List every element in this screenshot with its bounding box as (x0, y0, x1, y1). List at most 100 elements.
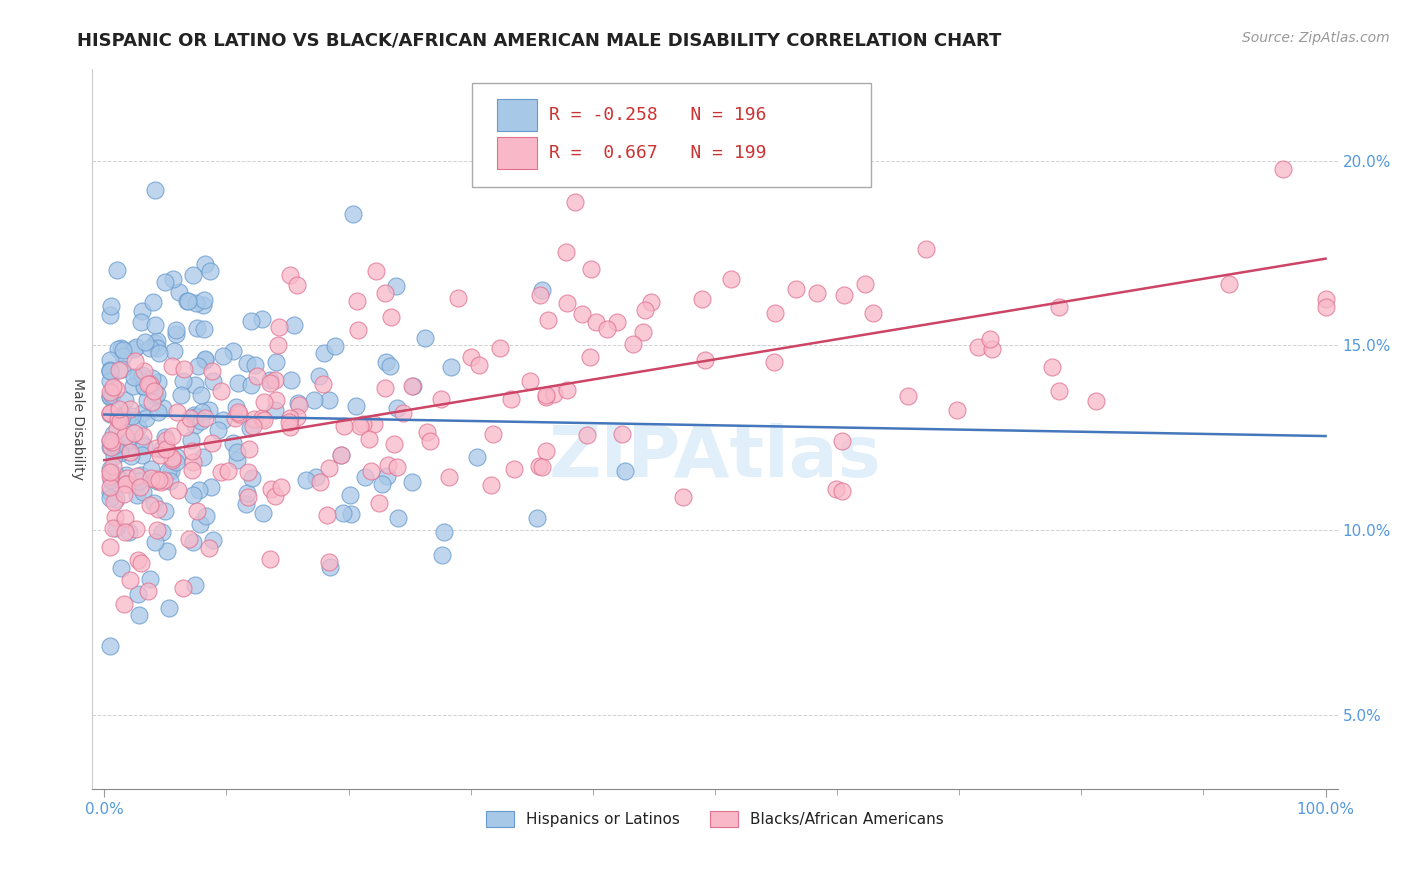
Point (250, 312, 273, 326)
Point (122, 370, 145, 384)
Point (141, 395, 163, 409)
Point (831, 484, 853, 499)
Point (596, 322, 619, 336)
Point (111, 410, 134, 425)
Point (125, 488, 148, 502)
Point (242, 411, 264, 425)
Point (259, 482, 281, 496)
Point (287, 398, 309, 412)
Point (526, 511, 548, 525)
Point (259, 376, 281, 390)
Point (537, 313, 560, 327)
Point (308, 475, 330, 490)
Point (224, 411, 246, 425)
Point (191, 405, 214, 419)
Point (1047, 301, 1070, 315)
Point (576, 427, 599, 442)
Point (157, 444, 180, 458)
Point (349, 419, 371, 434)
Point (380, 359, 402, 374)
Point (107, 441, 129, 455)
Point (100, 440, 122, 454)
Point (897, 389, 920, 403)
Point (132, 379, 155, 393)
Point (132, 380, 155, 394)
Point (240, 471, 263, 485)
Point (166, 405, 188, 419)
Point (187, 483, 209, 497)
Point (392, 406, 415, 420)
Point (174, 420, 197, 434)
Point (318, 555, 340, 569)
Text: HISPANIC OR LATINO VS BLACK/AFRICAN AMERICAN MALE DISABILITY CORRELATION CHART: HISPANIC OR LATINO VS BLACK/AFRICAN AMER… (77, 31, 1001, 49)
Point (631, 325, 654, 339)
Point (339, 488, 361, 502)
Point (579, 350, 602, 364)
Point (433, 525, 456, 540)
FancyBboxPatch shape (472, 83, 870, 187)
Point (467, 450, 489, 465)
Point (183, 408, 205, 422)
Point (346, 293, 368, 308)
Point (416, 425, 439, 440)
Point (141, 370, 163, 384)
Point (226, 445, 249, 459)
Point (287, 396, 309, 410)
Point (100, 390, 122, 404)
Point (605, 315, 627, 329)
Point (228, 407, 250, 421)
Point (332, 506, 354, 520)
Point (1271, 162, 1294, 177)
Point (202, 374, 225, 388)
Point (211, 413, 233, 427)
Point (239, 420, 262, 434)
Point (128, 475, 150, 489)
Y-axis label: Male Disability: Male Disability (72, 377, 86, 480)
Point (110, 414, 132, 428)
Point (295, 473, 318, 487)
Point (105, 422, 128, 436)
Point (981, 342, 1004, 356)
Point (212, 349, 235, 363)
Point (186, 504, 208, 518)
Point (235, 497, 257, 511)
Point (100, 353, 122, 368)
Point (488, 342, 510, 356)
Point (139, 341, 162, 355)
Point (401, 379, 423, 393)
Point (832, 288, 855, 302)
Point (374, 380, 396, 394)
FancyBboxPatch shape (496, 100, 537, 131)
Point (100, 374, 122, 388)
Point (314, 346, 336, 360)
Point (238, 490, 260, 504)
Point (263, 402, 285, 417)
Point (377, 458, 399, 472)
Point (100, 465, 122, 479)
Point (105, 492, 128, 507)
Point (136, 584, 159, 599)
Point (100, 440, 122, 454)
Point (100, 434, 122, 448)
Point (252, 507, 274, 521)
Point (153, 275, 176, 289)
Point (347, 323, 370, 337)
Point (148, 502, 170, 516)
Point (342, 207, 364, 221)
Point (180, 443, 202, 458)
Point (536, 388, 558, 402)
Point (240, 314, 263, 328)
Point (534, 390, 557, 404)
Point (181, 535, 204, 549)
Point (160, 428, 183, 442)
Point (267, 319, 290, 334)
Point (195, 508, 218, 523)
Point (155, 503, 177, 517)
Point (183, 578, 205, 592)
Point (176, 293, 198, 308)
Point (166, 450, 188, 464)
Point (112, 349, 135, 363)
Point (100, 491, 122, 506)
Point (149, 449, 172, 463)
Point (167, 483, 190, 497)
